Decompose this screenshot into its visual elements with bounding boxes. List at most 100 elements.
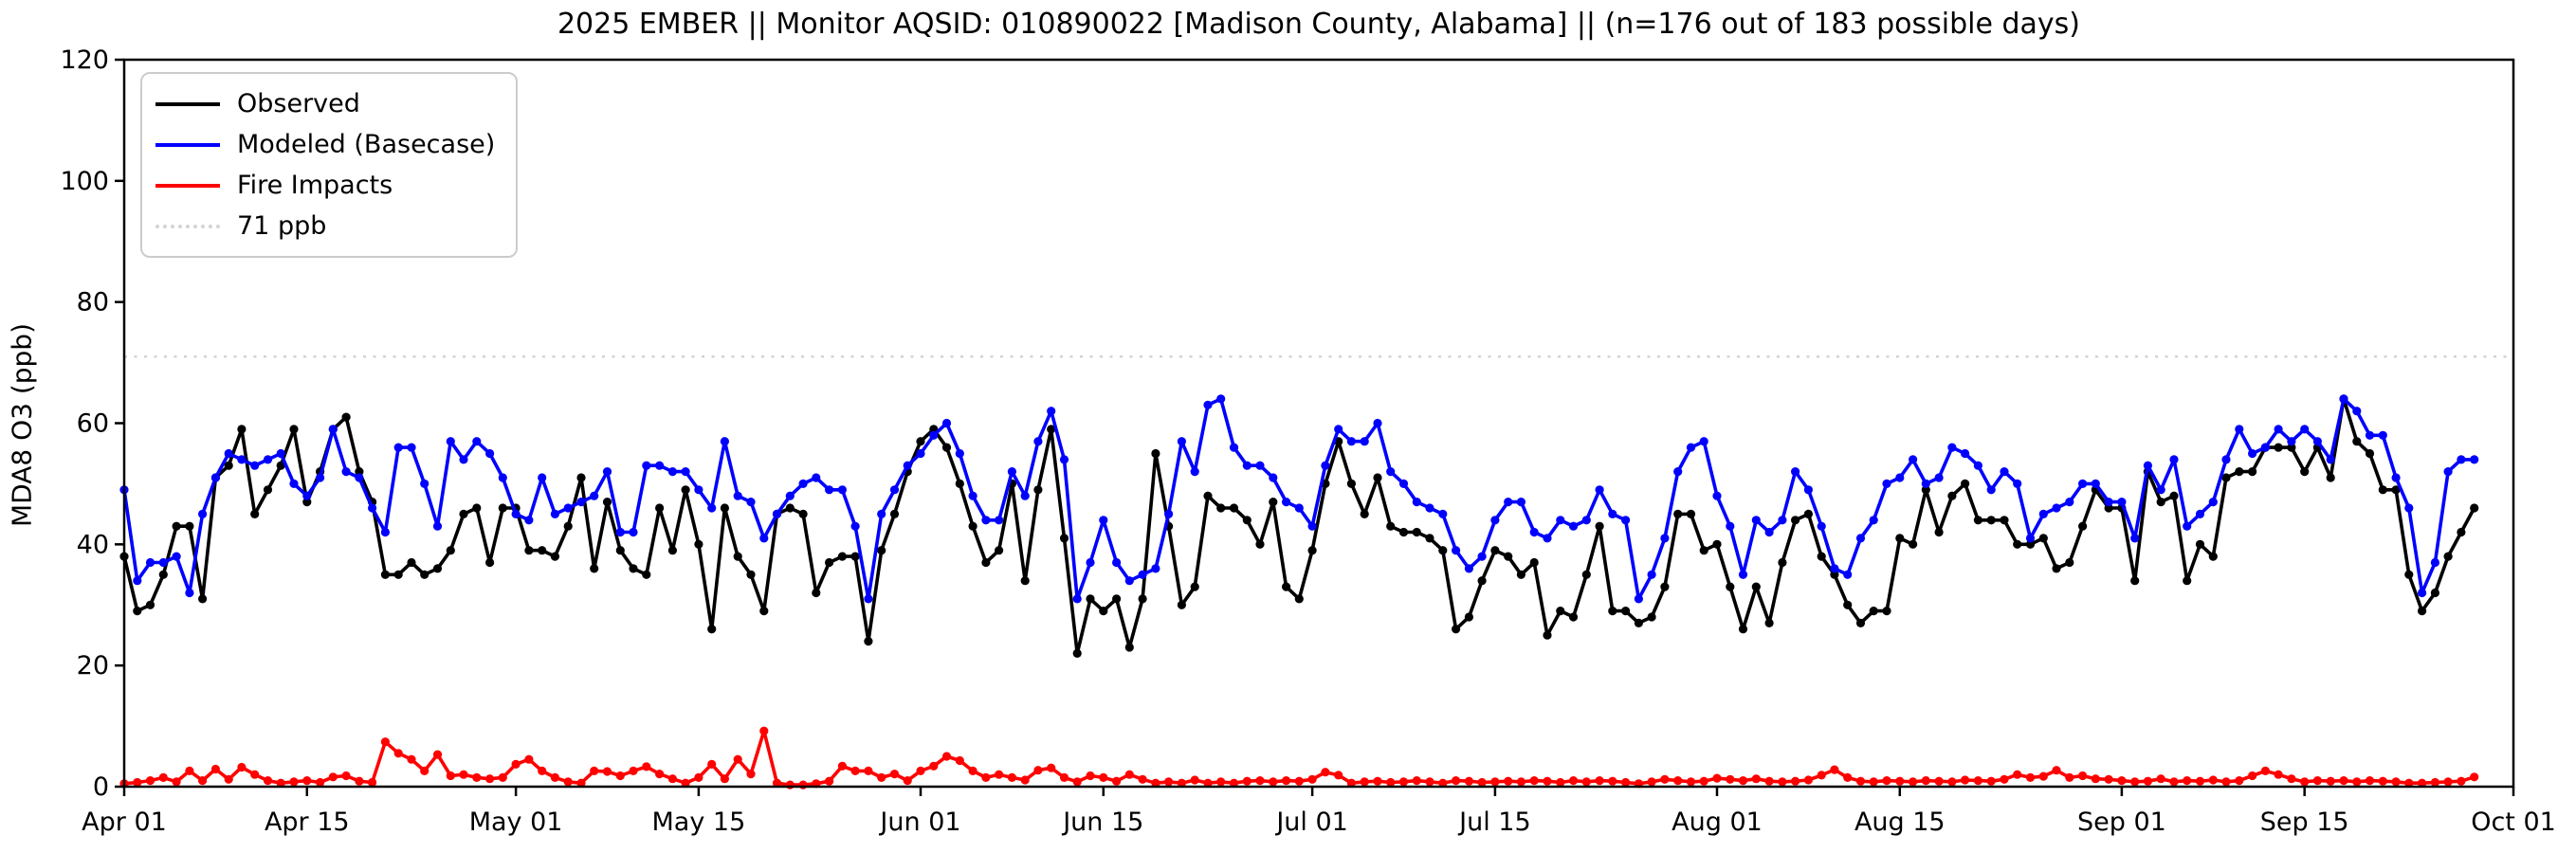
fire-impacts-point [511, 759, 521, 770]
observed-point [798, 509, 808, 519]
observed-point [1490, 546, 1500, 555]
observed-point [2352, 437, 2362, 446]
modeled-basecase-point [420, 479, 429, 488]
observed-point [1543, 630, 1552, 640]
observed-point [707, 625, 717, 634]
fire-impacts-point [380, 737, 390, 747]
modeled-basecase-point [2235, 425, 2244, 434]
observed-point [1726, 582, 1735, 591]
x-tick-label: Jun 15 [1061, 808, 1143, 837]
modeled-basecase-point [955, 448, 964, 459]
observed-point [2418, 607, 2427, 616]
fire-impacts-point [368, 777, 377, 788]
modeled-basecase-point [1203, 400, 1213, 409]
fire-impacts-point [864, 766, 873, 776]
modeled-basecase-point [576, 498, 586, 507]
observed-point [263, 485, 273, 495]
fire-impacts-point [407, 754, 416, 764]
modeled-basecase-point [2287, 437, 2296, 446]
fire-impacts-point [1124, 770, 1134, 779]
observed-point [1059, 534, 1069, 543]
fire-impacts-point [498, 772, 507, 783]
modeled-basecase-point [1504, 498, 1513, 507]
observed-point [1817, 552, 1826, 561]
modeled-basecase-point [1346, 437, 1356, 446]
fire-impacts-point [825, 776, 834, 786]
modeled-basecase-point [1464, 564, 1473, 573]
observed-point [1124, 643, 1134, 652]
fire-impacts-point [1817, 771, 1826, 780]
fire-impacts-point [759, 726, 769, 735]
observed-point [237, 425, 247, 434]
observed-point [602, 498, 612, 507]
modeled-basecase-point [1452, 546, 1461, 555]
x-tick-label: Sep 15 [2260, 808, 2349, 837]
fire-impacts-point [1164, 777, 1174, 787]
fire-impacts-point [172, 777, 181, 787]
modeled-basecase-point [1778, 516, 1787, 525]
fire-impacts-point [133, 777, 142, 788]
legend-line-sample [155, 142, 220, 147]
modeled-basecase-point [2274, 425, 2283, 434]
fire-impacts-point [1543, 776, 1552, 786]
fire-impacts-point [2038, 771, 2048, 781]
fire-impacts-point [1386, 777, 1396, 788]
fire-impacts-point [615, 771, 625, 781]
observed-point [825, 557, 834, 568]
modeled-basecase-point [1712, 491, 1722, 500]
fire-impacts-point [2260, 766, 2270, 776]
observed-point [355, 467, 364, 477]
modeled-basecase-point [1177, 437, 1186, 446]
fire-impacts-point [1398, 777, 1409, 787]
fire-impacts-point [1151, 778, 1160, 788]
observed-point [955, 479, 964, 488]
fire-impacts-point [1961, 775, 1970, 785]
modeled-basecase-point [1882, 479, 1891, 488]
modeled-basecase-point [2221, 455, 2231, 464]
modeled-basecase-point [759, 534, 769, 543]
observed-point [981, 557, 991, 568]
y-tick-label: 80 [77, 288, 109, 318]
fire-impacts-point [1412, 776, 1421, 786]
observed-point [1294, 594, 1304, 604]
observed-point [1099, 607, 1108, 616]
observed-point [681, 485, 690, 495]
observed-point [1895, 534, 1905, 543]
observed-point [733, 552, 742, 561]
fire-impacts-point [877, 772, 886, 783]
fire-impacts-point [2339, 776, 2348, 786]
observed-point [1307, 546, 1317, 555]
modeled-basecase-point [1817, 521, 1826, 531]
fire-impacts-point [968, 766, 977, 776]
modeled-basecase-point [1660, 534, 1670, 543]
observed-point [1660, 582, 1670, 591]
fire-impacts-point [1346, 778, 1356, 788]
observed-point [1373, 473, 1382, 482]
modeled-basecase-point [707, 503, 717, 513]
modeled-basecase-point [2457, 455, 2466, 464]
observed-point [667, 546, 678, 555]
fire-impacts-point [941, 752, 952, 761]
modeled-basecase-point [995, 516, 1004, 525]
observed-point [850, 552, 860, 561]
modeled-basecase-point [1686, 443, 1696, 452]
fire-impacts-point [145, 776, 155, 786]
observed-point [1647, 612, 1656, 622]
modeled-basecase-point [2156, 485, 2165, 495]
fire-impacts-point [1255, 776, 1265, 786]
x-tick-label: Jul 01 [1274, 808, 1348, 837]
fire-impacts-point [733, 754, 742, 764]
modeled-basecase-point [1934, 473, 1944, 482]
legend-label: 71 ppb [237, 211, 327, 241]
fire-impacts-point [198, 776, 208, 786]
modeled-basecase-point [694, 485, 703, 495]
modeled-basecase-point [798, 479, 808, 488]
observed-point [1686, 509, 1696, 519]
modeled-basecase-point [328, 425, 338, 434]
modeled-basecase-point [590, 491, 599, 500]
modeled-basecase-point [1621, 516, 1631, 525]
observed-point [1699, 546, 1708, 555]
fire-impacts-point [1477, 777, 1487, 788]
modeled-basecase-point [615, 527, 625, 537]
legend-label: Observed [237, 89, 360, 118]
